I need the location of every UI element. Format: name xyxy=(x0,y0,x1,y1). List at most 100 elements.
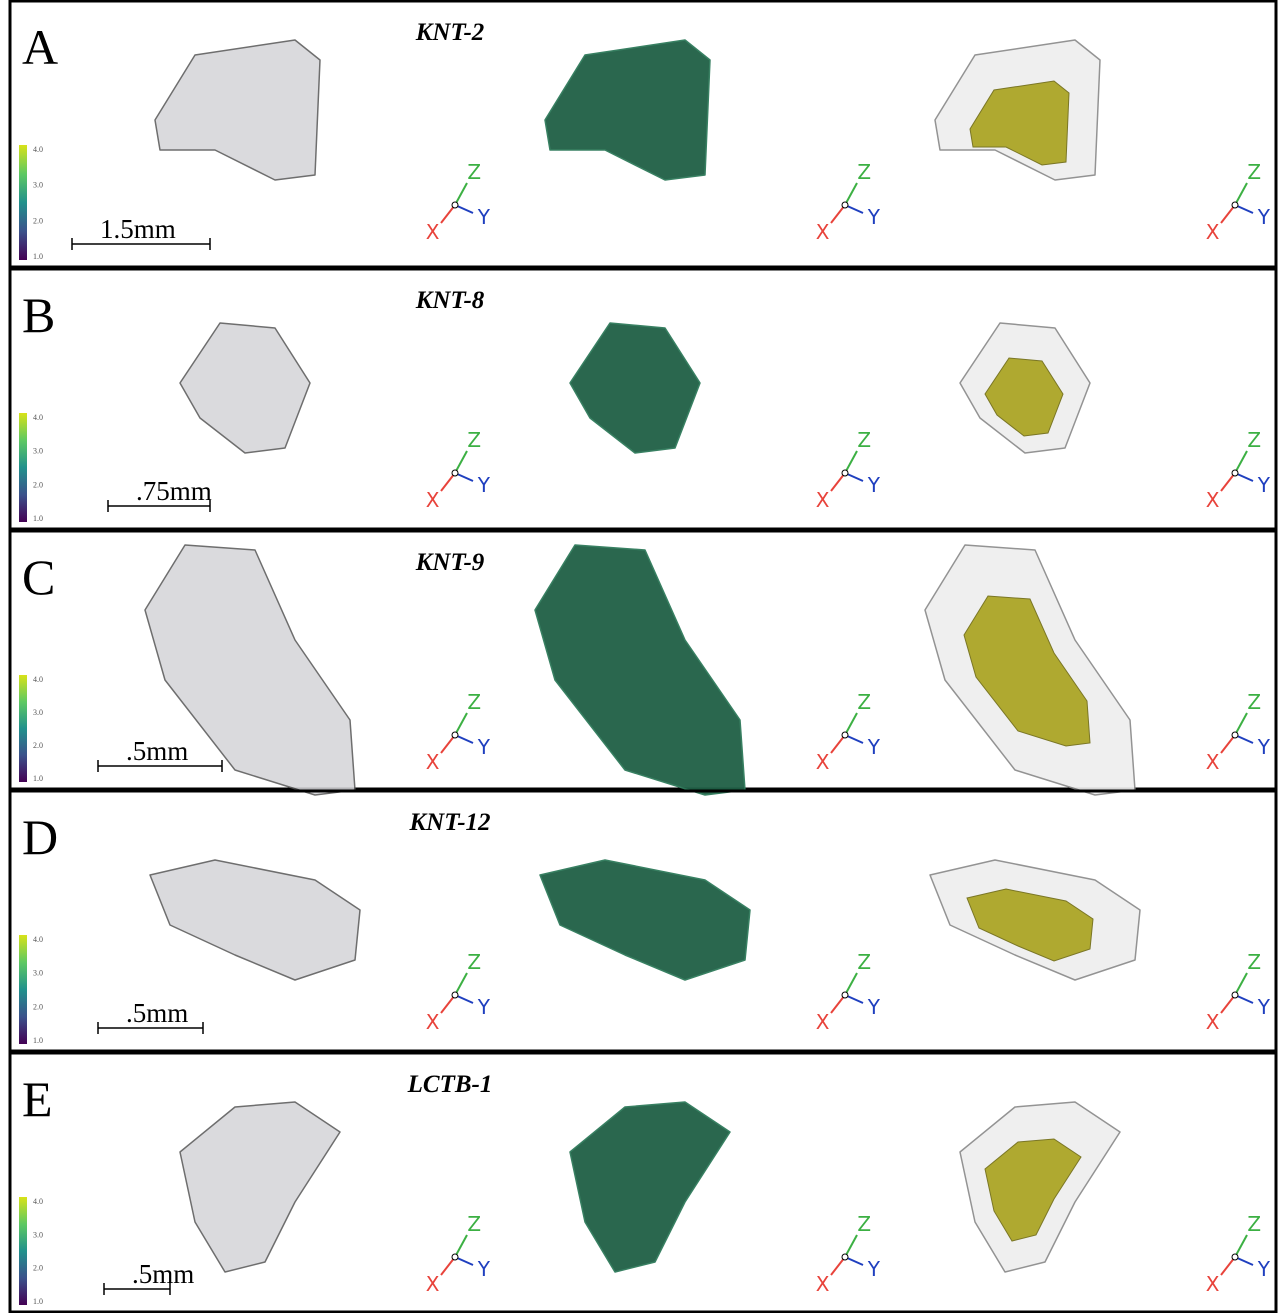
axis-arrow xyxy=(1235,451,1247,473)
axis-arrow xyxy=(1235,183,1247,205)
specimen-render xyxy=(545,40,710,180)
scale-label: .5mm xyxy=(126,998,188,1028)
axis-arrow xyxy=(845,451,857,473)
colorbar xyxy=(19,413,27,522)
colorbar xyxy=(19,935,27,1044)
axis-label: Y xyxy=(477,1257,491,1281)
colorbar-tick-label: 4.0 xyxy=(33,935,43,944)
colorbar-tick-label: 3.0 xyxy=(33,708,43,717)
specimen-render xyxy=(570,323,700,453)
axis-origin xyxy=(452,202,458,208)
axis-origin xyxy=(1232,202,1238,208)
axis-label: Z xyxy=(467,428,481,452)
colorbar xyxy=(19,145,27,260)
colorbar-tick-label: 3.0 xyxy=(33,181,43,190)
colorbar-tick-label: 2.0 xyxy=(33,1002,43,1011)
axis-label: X xyxy=(426,488,440,512)
axis-arrow xyxy=(845,973,857,995)
specimen-render xyxy=(540,860,750,980)
axis-label: Y xyxy=(867,1257,881,1281)
colorbar-tick-label: 3.0 xyxy=(33,447,43,456)
axis-label: Z xyxy=(1247,428,1261,452)
axis-label: Z xyxy=(1247,160,1261,184)
colorbar-tick-label: 4.0 xyxy=(33,413,43,422)
panel-letter: C xyxy=(22,549,55,605)
axis-label: Z xyxy=(467,1212,481,1236)
colorbar-tick-label: 3.0 xyxy=(33,969,43,978)
axis-label: Y xyxy=(1257,205,1271,229)
panel-letter: B xyxy=(22,287,55,343)
panel-letter: A xyxy=(22,19,58,75)
axis-label: Z xyxy=(467,690,481,714)
axis-origin xyxy=(452,1254,458,1260)
axis-label: Y xyxy=(1257,473,1271,497)
panel-letter: E xyxy=(22,1071,53,1127)
specimen-render xyxy=(180,323,310,453)
scale-label: 1.5mm xyxy=(100,214,176,244)
colorbar-tick-label: 4.0 xyxy=(33,675,43,684)
axis-label: Y xyxy=(867,735,881,759)
specimen-render xyxy=(180,1102,340,1272)
axis-label: Y xyxy=(477,205,491,229)
axis-label: Y xyxy=(867,995,881,1019)
sample-label: KNT-9 xyxy=(415,549,485,576)
axis-label: X xyxy=(816,220,830,244)
scale-label: .75mm xyxy=(136,476,212,506)
axis-label: X xyxy=(426,1272,440,1296)
axis-arrow xyxy=(1235,973,1247,995)
axis-arrow xyxy=(455,973,467,995)
axis-origin xyxy=(842,470,848,476)
axis-label: X xyxy=(1206,220,1220,244)
colorbar-tick-label: 1.0 xyxy=(33,1297,43,1306)
colorbar-tick-label: 1.0 xyxy=(33,514,43,523)
colorbar-tick-label: 1.0 xyxy=(33,774,43,783)
colorbar-tick-label: 2.0 xyxy=(33,480,43,489)
axis-label: X xyxy=(426,750,440,774)
axis-origin xyxy=(842,992,848,998)
axis-label: X xyxy=(816,488,830,512)
axis-label: X xyxy=(816,750,830,774)
scale-label: .5mm xyxy=(126,736,188,766)
axis-label: Y xyxy=(1257,735,1271,759)
axis-origin xyxy=(1232,470,1238,476)
figure: AKNT-24.03.02.01.01.5mmZYXZYXZYXBKNT-84.… xyxy=(0,0,1278,1313)
axis-label: X xyxy=(426,220,440,244)
colorbar xyxy=(19,1197,27,1305)
axis-label: Y xyxy=(477,473,491,497)
colorbar-tick-label: 2.0 xyxy=(33,216,43,225)
specimen-render xyxy=(535,545,745,795)
axis-origin xyxy=(1232,992,1238,998)
axis-label: Z xyxy=(857,428,871,452)
colorbar-tick-label: 4.0 xyxy=(33,145,43,154)
colorbar-tick-label: 1.0 xyxy=(33,1036,43,1045)
axis-label: Y xyxy=(477,735,491,759)
colorbar xyxy=(19,675,27,782)
colorbar-tick-label: 2.0 xyxy=(33,1264,43,1273)
specimen-render xyxy=(150,860,360,980)
axis-label: Y xyxy=(1257,995,1271,1019)
sample-label: KNT-2 xyxy=(415,19,485,46)
axis-arrow xyxy=(1235,713,1247,735)
axis-label: Z xyxy=(467,950,481,974)
axis-label: X xyxy=(1206,1010,1220,1034)
axis-origin xyxy=(452,732,458,738)
scale-label: .5mm xyxy=(132,1259,194,1289)
axis-label: Z xyxy=(857,950,871,974)
axis-arrow xyxy=(1235,1235,1247,1257)
axis-label: Y xyxy=(1257,1257,1271,1281)
specimen-render xyxy=(155,40,320,180)
axis-arrow xyxy=(455,713,467,735)
axis-arrow xyxy=(455,1235,467,1257)
colorbar-tick-label: 4.0 xyxy=(33,1197,43,1206)
axis-arrow xyxy=(845,183,857,205)
axis-label: Z xyxy=(857,690,871,714)
axis-label: Z xyxy=(1247,690,1261,714)
colorbar-tick-label: 1.0 xyxy=(33,252,43,261)
axis-origin xyxy=(842,1254,848,1260)
axis-label: Y xyxy=(867,473,881,497)
axis-origin xyxy=(452,992,458,998)
axis-label: Z xyxy=(467,160,481,184)
sample-label: KNT-12 xyxy=(408,809,490,836)
axis-label: X xyxy=(1206,750,1220,774)
axis-origin xyxy=(452,470,458,476)
